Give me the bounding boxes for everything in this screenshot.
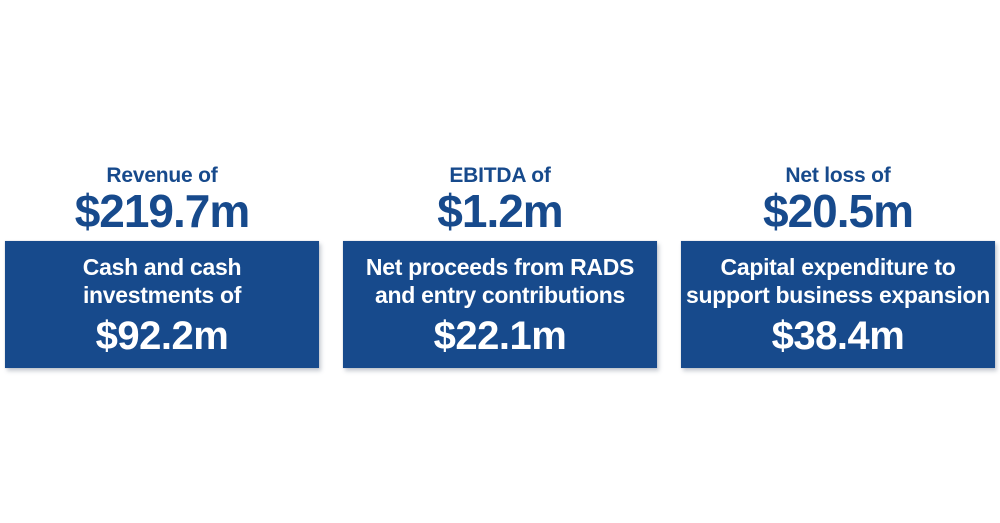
panel-label-line: Cash and cash [82,254,242,280]
metric-panel-label: Capital expenditure to support business … [681,253,995,309]
metric-column-ebitda: EBITDA of $1.2m Net proceeds from RADS a… [343,0,657,368]
metric-header-value: $219.7m [74,185,251,237]
metric-panel-cash-investments: Cash and cash investments of $92.2m [5,241,319,368]
metric-header: Net loss of $20.5m [681,0,995,241]
metric-header-value: $1.2m [437,185,563,237]
panel-label-line: Net proceeds from RADS [365,254,635,280]
metric-header-label: EBITDA of [449,164,551,187]
metric-header: Revenue of $219.7m [5,0,319,241]
metric-column-net-loss: Net loss of $20.5m Capital expenditure t… [681,0,995,368]
metric-header-label: Revenue of [106,164,218,187]
panel-label-line: investments of [82,282,242,308]
metric-columns: Revenue of $219.7m Cash and cash investm… [5,0,995,368]
metric-panel-rads-proceeds: Net proceeds from RADS and entry contrib… [343,241,657,368]
metric-column-revenue: Revenue of $219.7m Cash and cash investm… [5,0,319,368]
metric-header-label: Net loss of [785,164,891,187]
panel-label-line: Capital expenditure to [720,254,956,280]
metric-panel-value: $38.4m [771,314,905,358]
metric-panel-label: Cash and cash investments of [5,253,319,309]
metric-panel-label: Net proceeds from RADS and entry contrib… [343,253,657,309]
panel-label-line: and entry contributions [375,282,625,308]
metric-panel-capital-expenditure: Capital expenditure to support business … [681,241,995,368]
metric-panel-value: $22.1m [433,314,567,358]
panel-label-line: support business expansion [685,282,991,308]
metric-header: EBITDA of $1.2m [343,0,657,241]
metric-panel-value: $92.2m [95,314,229,358]
metric-header-value: $20.5m [762,185,914,237]
